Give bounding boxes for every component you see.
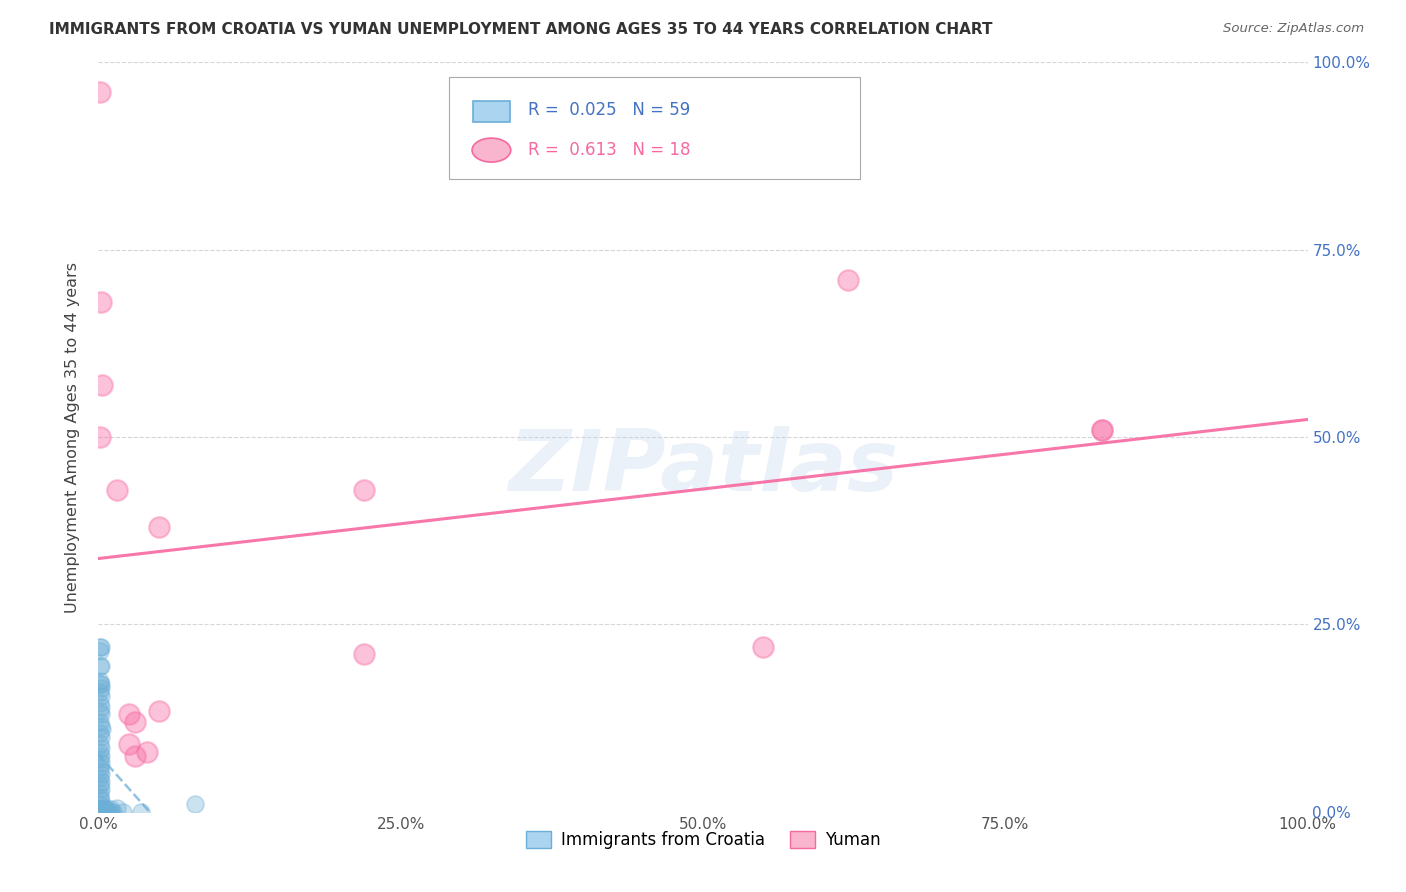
Point	[93, 801, 115, 815]
Point	[90, 699, 112, 714]
Point	[89, 764, 111, 778]
Point	[90, 748, 112, 763]
Text: ZIPatlas: ZIPatlas	[508, 425, 898, 508]
Point	[90, 681, 112, 695]
Point	[129, 805, 152, 819]
Point	[100, 802, 122, 816]
Point	[90, 640, 112, 654]
Point	[90, 658, 112, 673]
Text: R =  0.025   N = 59: R = 0.025 N = 59	[527, 101, 690, 119]
Point	[93, 805, 115, 819]
FancyBboxPatch shape	[474, 102, 509, 122]
Point	[97, 805, 120, 819]
FancyBboxPatch shape	[449, 78, 860, 178]
Point	[90, 805, 112, 819]
Point	[89, 797, 111, 812]
Point	[148, 520, 170, 534]
Point	[89, 737, 111, 751]
Point	[89, 786, 111, 800]
Point	[89, 779, 111, 793]
Point	[90, 782, 112, 797]
Point	[124, 714, 146, 729]
Text: Source: ZipAtlas.com: Source: ZipAtlas.com	[1223, 22, 1364, 36]
Point	[89, 658, 111, 673]
Point	[90, 677, 112, 691]
Point	[100, 805, 122, 819]
Point	[91, 803, 114, 817]
Point	[89, 677, 111, 691]
Point	[90, 774, 112, 789]
Point	[118, 707, 141, 722]
Point	[184, 797, 207, 812]
Point	[90, 756, 112, 770]
Point	[101, 805, 124, 819]
Point	[89, 685, 111, 699]
Point	[90, 802, 112, 816]
Point	[89, 804, 111, 818]
Legend: Immigrants from Croatia, Yuman: Immigrants from Croatia, Yuman	[519, 824, 887, 855]
Point	[89, 745, 111, 759]
Point	[105, 483, 128, 497]
Point	[90, 295, 112, 310]
Point	[89, 726, 111, 740]
Point	[94, 801, 117, 815]
Point	[96, 805, 118, 819]
Point	[90, 793, 112, 807]
Point	[353, 648, 375, 662]
Point	[89, 801, 111, 815]
Point	[752, 640, 775, 654]
Point	[1091, 423, 1114, 437]
Point	[91, 802, 114, 816]
Point	[89, 696, 111, 710]
Point	[135, 745, 157, 759]
Point	[124, 748, 146, 763]
Text: R =  0.613   N = 18: R = 0.613 N = 18	[527, 141, 690, 159]
Point	[98, 805, 121, 819]
Text: IMMIGRANTS FROM CROATIA VS YUMAN UNEMPLOYMENT AMONG AGES 35 TO 44 YEARS CORRELAT: IMMIGRANTS FROM CROATIA VS YUMAN UNEMPLO…	[49, 22, 993, 37]
Point	[89, 752, 111, 766]
Point	[91, 805, 114, 819]
Point	[89, 771, 111, 785]
Point	[353, 483, 375, 497]
Point	[111, 805, 134, 819]
Point	[89, 86, 111, 100]
Point	[118, 737, 141, 751]
Point	[89, 714, 111, 729]
Point	[91, 723, 114, 737]
Point	[89, 760, 111, 774]
Point	[89, 643, 111, 657]
Point	[89, 640, 111, 654]
Point	[105, 801, 128, 815]
Point	[90, 767, 112, 781]
Point	[837, 273, 859, 287]
Point	[148, 704, 170, 718]
Point	[91, 377, 114, 392]
Point	[1091, 423, 1114, 437]
Point	[90, 741, 112, 756]
Point	[89, 673, 111, 688]
Point	[89, 789, 111, 804]
Point	[90, 730, 112, 744]
Point	[90, 707, 112, 722]
Circle shape	[472, 138, 510, 162]
Point	[94, 805, 117, 819]
Point	[89, 430, 111, 444]
Point	[90, 718, 112, 732]
Point	[91, 803, 114, 817]
Point	[90, 689, 112, 703]
Point	[91, 805, 114, 819]
Y-axis label: Unemployment Among Ages 35 to 44 years: Unemployment Among Ages 35 to 44 years	[65, 261, 80, 613]
Point	[89, 704, 111, 718]
